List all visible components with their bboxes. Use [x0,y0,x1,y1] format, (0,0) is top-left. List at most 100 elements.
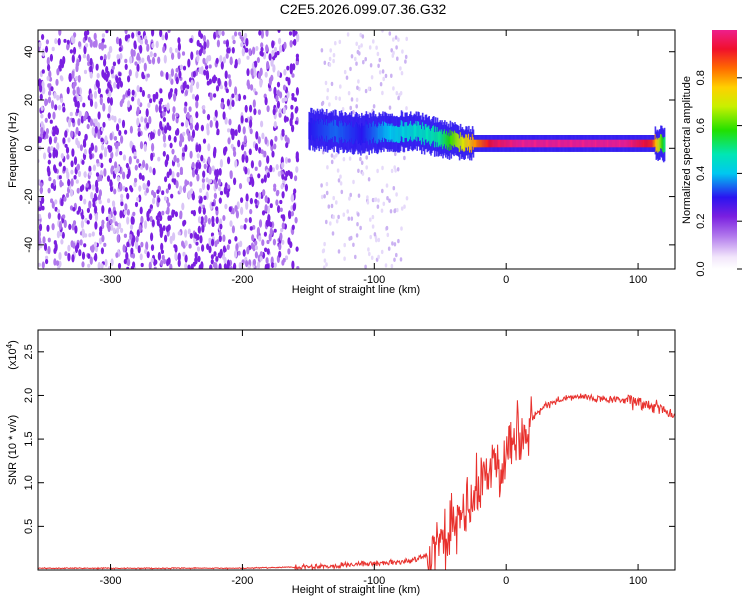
ridge-core [655,139,658,153]
noise-dot [249,197,253,205]
noise-dot [100,137,104,143]
ridge-core [408,125,410,142]
noise-dot [188,106,192,112]
noise-dot [157,212,161,218]
colorbar-tick-label: 0.2 [695,214,707,229]
noise-dot [359,156,362,162]
noise-dot [100,162,104,169]
noise-dot [381,90,384,96]
ridge-core [517,139,520,148]
ridge-core [374,124,377,141]
noise-dot [215,30,219,38]
noise-dot [142,182,146,190]
noise-dot [95,179,99,189]
noise-dot [405,36,409,42]
noise-dot [88,171,92,176]
ridge-core [326,125,329,143]
noise-dot [227,156,231,165]
noise-dot [137,245,141,254]
noise-dot [281,97,285,104]
noise-dot [261,210,266,216]
noise-dot [140,215,144,225]
noise-dot [196,39,200,47]
noise-dot [367,177,371,182]
noise-dot [377,254,380,260]
ridge-core [387,123,390,140]
noise-dot [213,251,217,257]
noise-dot [112,201,116,208]
noise-dot [279,232,283,241]
noise-dot [203,69,207,76]
noise-dot [273,143,277,150]
noise-dot [109,132,113,141]
noise-dot [78,41,82,48]
noise-dot [154,259,158,265]
noise-dot [231,47,235,54]
noise-dot [202,138,207,144]
noise-dot [53,240,57,245]
noise-dot [131,238,135,247]
ridge-core [601,139,603,148]
ridge-core [381,123,383,141]
ridge-core [421,129,423,145]
ridge-core [308,122,310,140]
noise-dot [380,249,384,255]
noise-dot [160,70,164,77]
ridge-core [311,118,313,136]
ridge-core [386,125,389,142]
noise-dot [50,182,54,189]
noise-dot [162,225,166,232]
noise-dot [265,30,269,37]
noise-dot [249,128,253,135]
noise-dot [139,206,143,215]
noise-dot [147,93,151,99]
ridge-core [639,139,642,148]
noise-dot [256,57,260,63]
noise-dot [377,63,380,68]
noise-dot [157,251,161,261]
noise-dot [328,56,332,62]
noise-dot [195,111,199,119]
noise-dot [70,35,75,44]
ridge-core [521,139,524,148]
y-tick-label: 2.0 [23,388,35,403]
noise-dot [282,84,287,91]
noise-dot [184,89,188,96]
noise-dot [367,86,371,91]
noise-dot [176,162,181,168]
noise-dot [328,62,332,67]
ridge-core [417,121,419,137]
colorbar-tick-label: 0.6 [695,118,707,133]
ridge-core [425,123,428,140]
noise-dot [279,44,283,53]
noise-dot [49,53,54,62]
ridge-core [490,139,492,148]
noise-dot [89,213,93,221]
noise-dot [325,219,328,225]
noise-dot [335,219,339,224]
noise-dot [216,39,220,48]
noise-dot [187,190,191,200]
noise-dot [71,70,75,79]
noise-dot [187,132,191,142]
noise-dot [165,71,169,81]
noise-dot [196,246,201,252]
noise-dot [330,81,334,87]
noise-dot [116,234,120,243]
ridge-core [591,139,594,148]
noise-dot [377,237,381,243]
ridge-core [556,139,559,148]
ridge-core [649,139,652,148]
ridge-core [328,122,331,140]
ridge-core [541,139,543,148]
noise-dot [157,128,161,137]
noise-dot [354,254,357,260]
ridge-core [471,133,474,147]
noise-dot [290,196,294,202]
noise-dot [112,61,116,67]
ridge-core [579,139,582,148]
ridge-core [442,134,444,150]
x-tick-label: -100 [363,274,385,286]
noise-dot [385,225,389,231]
noise-dot [260,178,264,184]
